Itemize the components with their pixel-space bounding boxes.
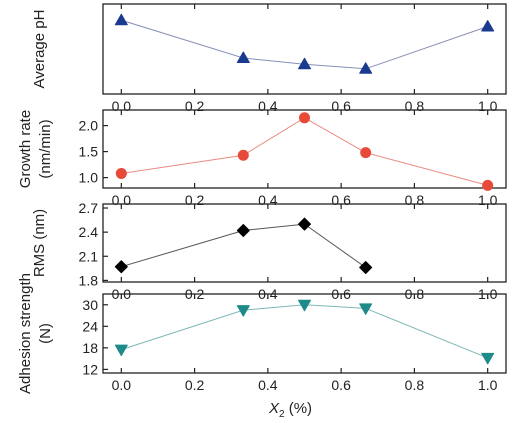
y-tick-label: 18 <box>82 340 98 356</box>
y-axis-title: (nm/min) <box>37 119 54 178</box>
data-point <box>114 344 128 357</box>
y-axis-title: RMS (nm) <box>31 209 48 277</box>
data-point <box>114 13 128 26</box>
data-point <box>298 217 311 231</box>
y-tick-label: 30 <box>82 297 98 313</box>
data-point <box>236 51 250 63</box>
data-point <box>360 147 372 159</box>
y-tick-label: 1.8 <box>79 272 99 288</box>
data-point <box>481 20 495 32</box>
y-axis-title: Average pH <box>31 10 48 89</box>
panel-4: 0.0 0.2 0.4 0.6 0.8 1.0 12 18 24 30 Adhesion stren… <box>17 273 507 420</box>
plot-frame <box>102 203 507 283</box>
data-point <box>114 260 128 274</box>
data-point <box>298 299 311 312</box>
x-axis-title: X2 (%) <box>268 400 312 420</box>
data-point <box>482 179 494 191</box>
data-point <box>359 62 373 74</box>
x-tick-label: 1.0 <box>478 377 498 393</box>
data-point <box>236 305 250 317</box>
y-tick-label: 1.5 <box>79 144 99 160</box>
x-tick-label: 0.6 <box>331 377 351 393</box>
data-point <box>237 149 249 161</box>
plot-frame <box>102 3 507 95</box>
y-tick-label: 24 <box>82 318 98 334</box>
x-tick-label: 0.4 <box>258 377 278 393</box>
y-axis-title: Adhesion strength <box>17 273 34 394</box>
x-tick-label: 0.8 <box>405 377 425 393</box>
series-line <box>121 304 488 359</box>
y-tick-label: 2.0 <box>79 118 99 134</box>
series-line <box>121 117 488 186</box>
y-tick-label: 2.4 <box>79 224 99 240</box>
y-axis-title: (N) <box>37 323 54 344</box>
data-point <box>481 352 495 365</box>
data-point <box>236 224 250 238</box>
x-tick-label: 0.0 <box>112 377 132 393</box>
x-tick-label: 0.2 <box>185 377 205 393</box>
series-line <box>121 223 366 268</box>
data-point <box>115 167 127 179</box>
plot-frame <box>102 293 507 374</box>
y-tick-label: 2.7 <box>79 200 99 216</box>
y-tick-label: 1.0 <box>79 170 99 186</box>
data-point <box>299 112 310 124</box>
data-point <box>298 57 311 70</box>
plot-frame <box>102 109 507 189</box>
data-point <box>359 303 373 315</box>
y-tick-label: 2.1 <box>79 248 99 264</box>
data-point <box>359 261 373 275</box>
y-tick-label: 12 <box>82 361 98 377</box>
y-axis-title: Growth rate <box>17 110 34 188</box>
